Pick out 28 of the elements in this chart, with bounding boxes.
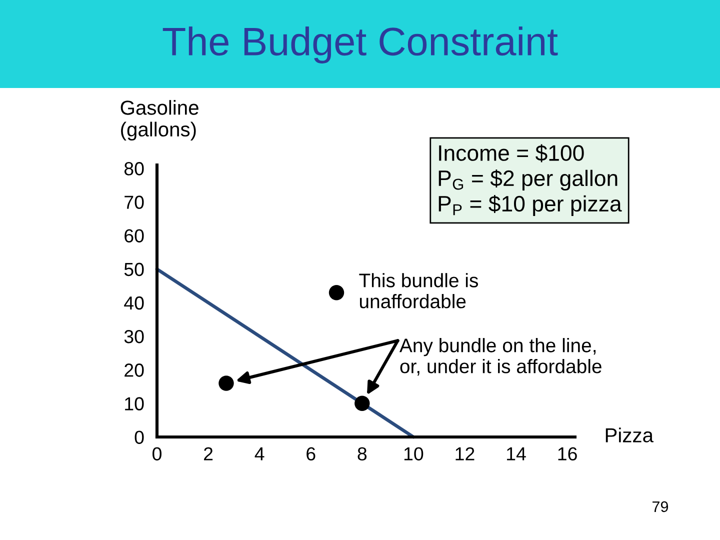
x-tick-label: 0 — [152, 447, 162, 460]
y-tick-label: 80 — [124, 162, 144, 176]
y-tick-label: 10 — [125, 397, 144, 410]
x-tick-label: 2 — [204, 447, 213, 460]
x-tick-label: 10 — [404, 447, 424, 460]
x-tick-label: 16 — [558, 447, 577, 460]
y-tick-label: 40 — [124, 296, 144, 310]
y-tick-label: 30 — [124, 330, 144, 344]
chart-title: The Budget Constraint — [162, 26, 558, 64]
y-tick-label: 50 — [124, 262, 144, 276]
annotation: Income = $100 P$_{G}$ = $2 per gallon P$_{P}$ = $10 per pizza — [438, 144, 622, 216]
x-tick-label: 4 — [254, 447, 264, 460]
x-tick-label: 12 — [456, 447, 474, 460]
y-tick-label: 60 — [124, 229, 144, 242]
y-tick-label: 70 — [124, 196, 144, 209]
y-tick-label: 0 — [134, 430, 144, 444]
point — [354, 396, 370, 412]
point — [328, 285, 344, 300]
x-tick-label: 8 — [358, 447, 367, 460]
x-tick-label: 14 — [507, 447, 526, 460]
annotation: Any bundle on the line, or, under it is affordable — [399, 338, 602, 376]
x-axis-title: Pizza — [606, 428, 654, 442]
annotation: This bundle is unaffordable — [359, 273, 478, 308]
y-tick-label: 20 — [124, 364, 144, 377]
y-axis-title: Gasoline (gallons) — [120, 100, 198, 141]
text: 79 — [652, 501, 668, 512]
point — [218, 376, 234, 391]
x-tick-label: 6 — [306, 447, 316, 460]
